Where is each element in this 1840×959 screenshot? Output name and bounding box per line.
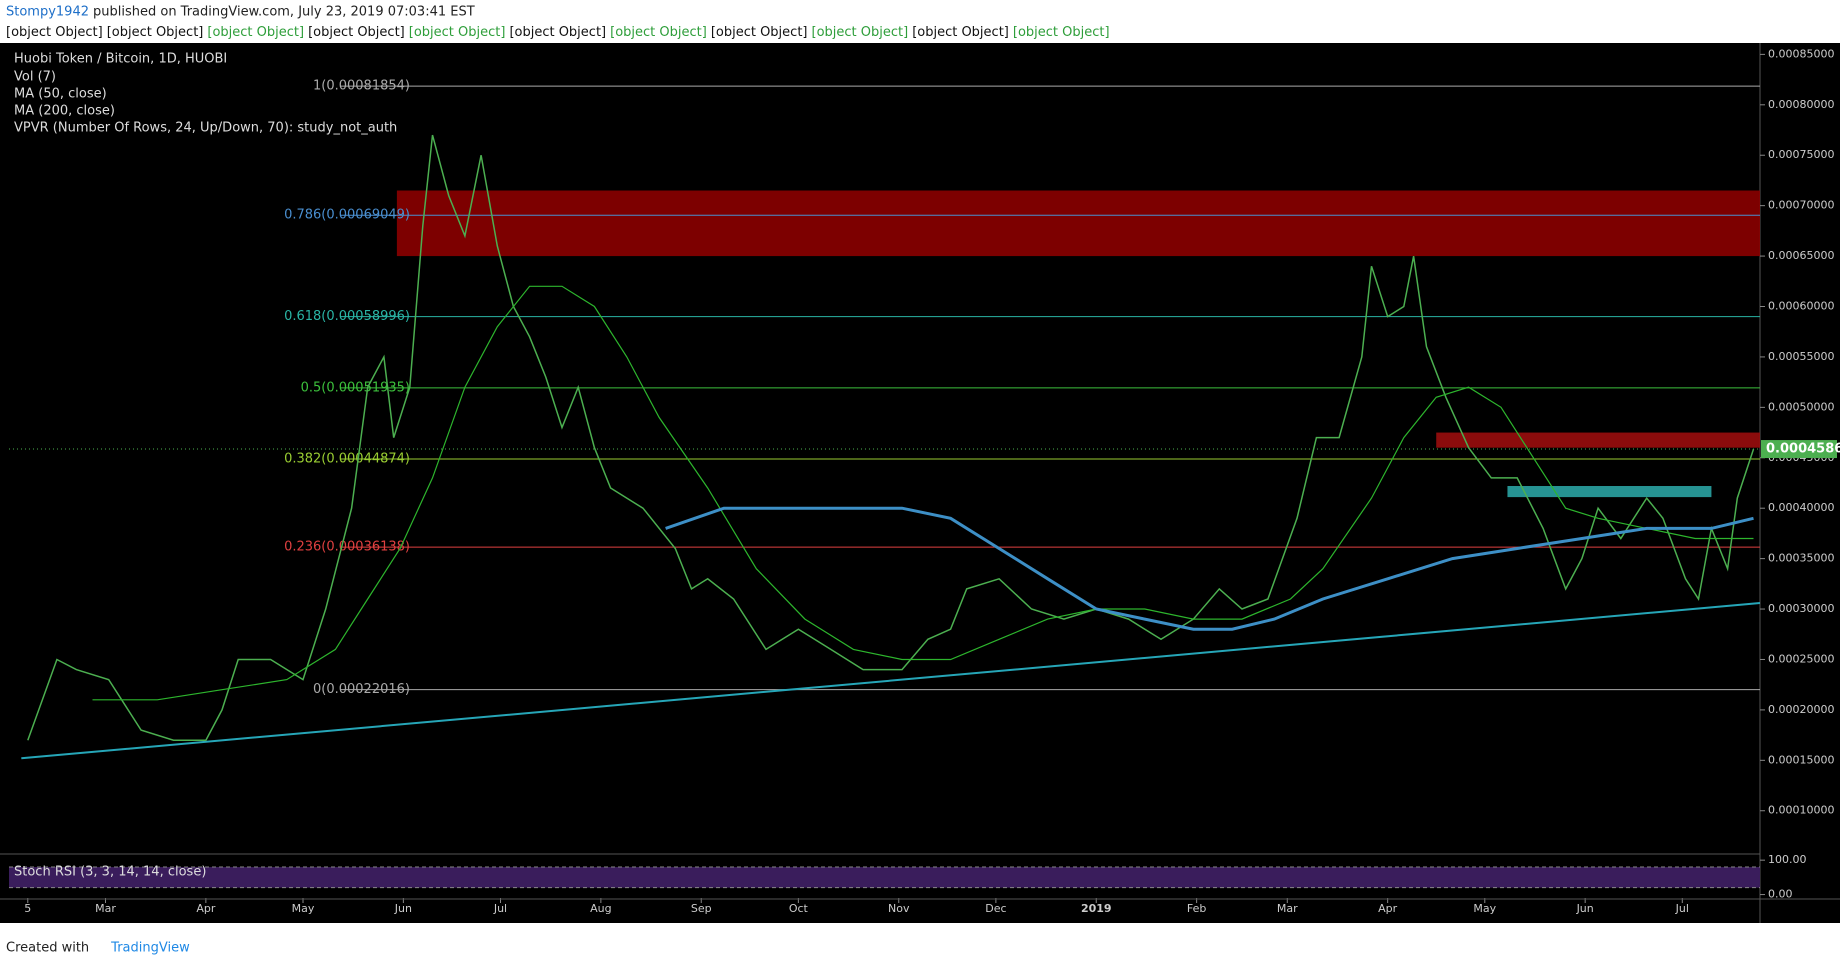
y-tick-label: 0.00060000 [1768,300,1834,313]
quote-part: [object Object] [308,25,405,40]
legend-entry: MA (50, close) [14,87,107,102]
y-tick-label: 0.00020000 [1768,703,1834,716]
y-tick-label: 0.00050000 [1768,400,1834,413]
legend-entry: MA (200, close) [14,104,115,119]
last-price-box [1761,440,1837,459]
y-tick-label: 0.00070000 [1768,199,1834,212]
author[interactable]: Stompy1942 [6,5,89,20]
fib-label: 0.618(0.00058996) [284,309,410,324]
quote-part: [object Object] [610,25,707,40]
series-line [27,134,1755,741]
footer-brand[interactable]: TradingView [110,941,190,956]
y-tick-label: 0.00030000 [1768,602,1834,615]
x-tick-label: May [292,902,315,915]
x-tick-label: May [1473,902,1496,915]
footer-created: Created with [6,941,89,956]
legend-entry: VPVR (Number Of Rows, 24, Up/Down, 70): … [14,121,397,136]
fib-label: 0.5(0.00051935) [301,380,410,395]
trendline [21,601,1761,760]
quote-line: [object Object] [object Object] [object Ob… [6,25,1110,40]
y-tick-label: 0.00085000 [1768,47,1834,60]
x-tick-label: 2019 [1081,902,1112,915]
fib-label: 1(0.00081854) [313,79,410,94]
x-tick-label: 5 [24,902,31,915]
x-tick-label: Jul [493,902,507,915]
x-tick-label: Mar [95,902,116,915]
zone [396,190,1760,257]
zone [1436,432,1760,448]
x-tick-label: Feb [1187,902,1206,915]
x-tick-label: Oct [789,902,809,915]
x-tick-label: Aug [590,902,611,915]
fib-label: 0.236(0.00036138) [284,540,410,555]
y-tick-label: 0.00025000 [1768,652,1834,665]
quote-part: [object Object] [711,25,808,40]
x-tick-label: Nov [888,902,910,915]
y-tick-label: 0.00040000 [1768,501,1834,514]
y-tick-label: 0.00010000 [1768,804,1834,817]
y-tick-label: 0.00015000 [1768,753,1834,766]
stoch-legend: Stoch RSI (3, 3, 14, 14, close) [14,865,206,880]
quote-part: [object Object] [1013,25,1110,40]
last-price-label: 0.00045865 [1766,442,1840,457]
quote-part: [object Object] [6,25,103,40]
zone [1507,486,1712,498]
fib-label: 0(0.00022016) [313,682,410,697]
x-tick-label: Apr [196,902,216,915]
fib-label: 0.786(0.00069049) [284,208,410,223]
published-note: published on TradingView.com, July 23, 2… [93,5,475,20]
series-line [92,285,1754,701]
legend-entry: Huobi Token / Bitcoin, 1D, HUOBI [14,52,227,67]
fib-label: 0.382(0.00044874) [284,452,410,467]
quote-part: [object Object] [509,25,606,40]
stoch-band [9,867,1760,888]
y-tick-label: 0.00075000 [1768,148,1834,161]
y-tick-label: 0.00055000 [1768,350,1834,363]
x-tick-label: Dec [985,902,1006,915]
x-tick-label: Apr [1378,902,1398,915]
quote-part: [object Object] [912,25,1009,40]
stoch-tick-label: 100.00 [1768,853,1807,866]
quote-part: [object Object] [812,25,909,40]
series-line [665,506,1754,631]
quote-part: [object Object] [409,25,506,40]
x-tick-label: Jun [394,902,412,915]
x-tick-label: Jul [1675,902,1689,915]
legend-entry: Vol (7) [14,70,56,85]
x-tick-label: Mar [1277,902,1298,915]
chart-background [0,43,1840,923]
y-tick-label: 0.00035000 [1768,552,1834,565]
y-tick-label: 0.00080000 [1768,98,1834,111]
y-tick-label: 0.00065000 [1768,249,1834,262]
stoch-tick-label: 0.00 [1768,888,1793,901]
x-tick-label: Jun [1576,902,1594,915]
quote-part: [object Object] [107,25,204,40]
quote-part: [object Object] [207,25,304,40]
x-tick-label: Sep [691,902,712,915]
